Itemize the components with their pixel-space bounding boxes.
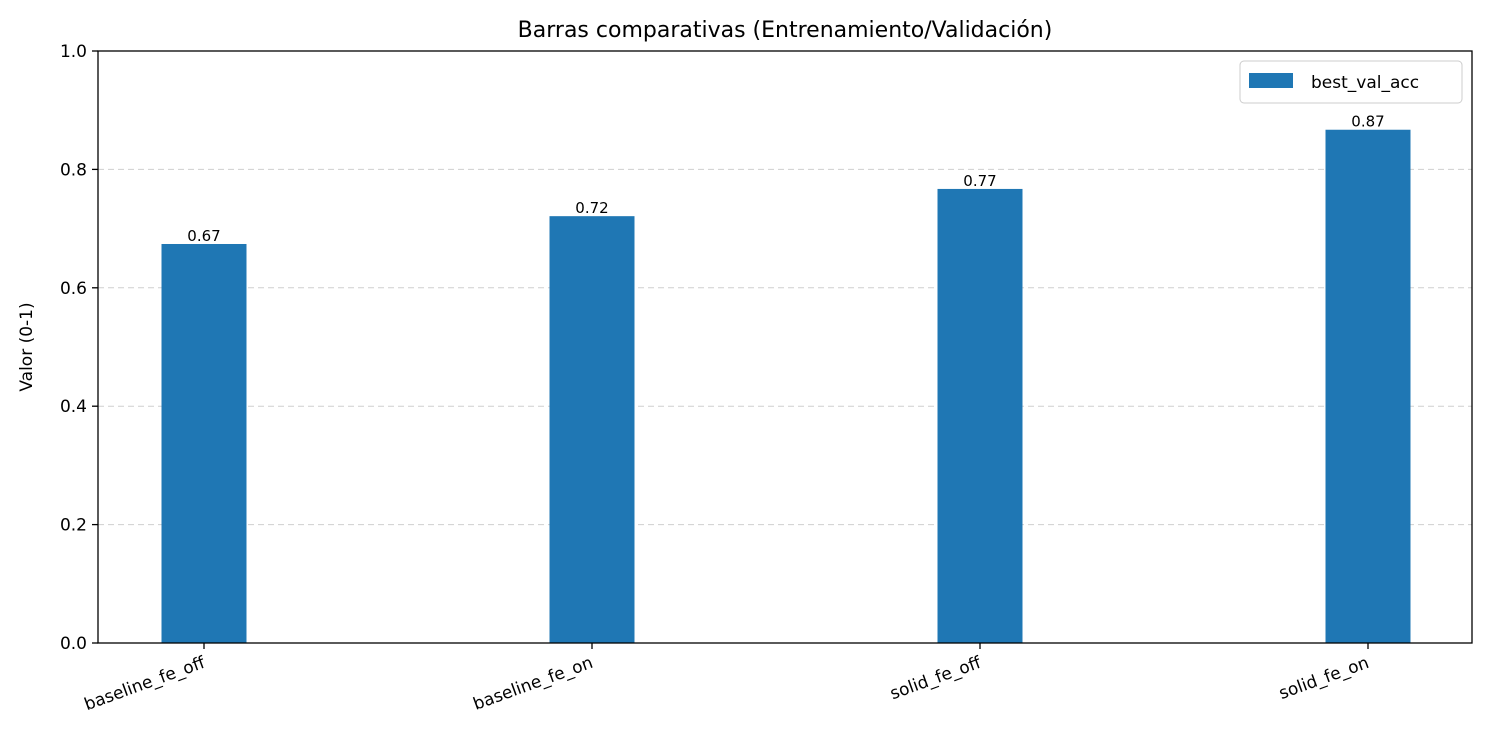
bar-baseline_fe_off	[161, 243, 247, 643]
x-tick-label-solid_fe_off: solid_fe_off	[888, 652, 985, 704]
legend: best_val_acc	[1239, 60, 1463, 104]
data-label-baseline_fe_off: 0.67	[187, 227, 220, 245]
y-tick-label: 0.8	[60, 160, 87, 180]
bar-solid_fe_off	[937, 188, 1023, 643]
data-labels-group: 0.67 0.72 0.77 0.87	[187, 113, 1384, 245]
legend-box	[1239, 60, 1463, 104]
y-tick-label: 0.0	[60, 634, 87, 654]
bar-solid_fe_on	[1325, 129, 1411, 644]
bar-baseline_fe_on	[549, 216, 635, 643]
legend-label: best_val_acc	[1311, 73, 1419, 93]
bars-group	[161, 129, 1411, 644]
plot-frame	[97, 50, 1473, 644]
chart-title: Barras comparativas (Entrenamiento/Valid…	[518, 18, 1053, 43]
y-tick-label: 0.6	[60, 279, 87, 299]
y-axis: 0.0 0.2 0.4 0.6 0.8 1.0	[60, 42, 98, 654]
y-tick-label: 0.2	[60, 516, 87, 536]
x-tick-label-baseline_fe_off: baseline_fe_off	[82, 652, 209, 715]
y-tick-label: 1.0	[60, 42, 87, 62]
x-axis: baseline_fe_off baseline_fe_on solid_fe_of…	[82, 643, 1372, 715]
x-tick-label-solid_fe_on: solid_fe_on	[1276, 653, 1371, 704]
y-tick-label: 0.4	[60, 397, 87, 417]
data-label-solid_fe_off: 0.77	[963, 172, 996, 190]
data-label-baseline_fe_on: 0.72	[575, 199, 608, 217]
legend-swatch	[1249, 73, 1293, 88]
x-tick-label-baseline_fe_on: baseline_fe_on	[471, 653, 596, 715]
data-label-solid_fe_on: 0.87	[1351, 113, 1384, 131]
y-axis-label: Valor (0-1)	[17, 302, 37, 391]
grid-lines	[98, 168, 1472, 526]
